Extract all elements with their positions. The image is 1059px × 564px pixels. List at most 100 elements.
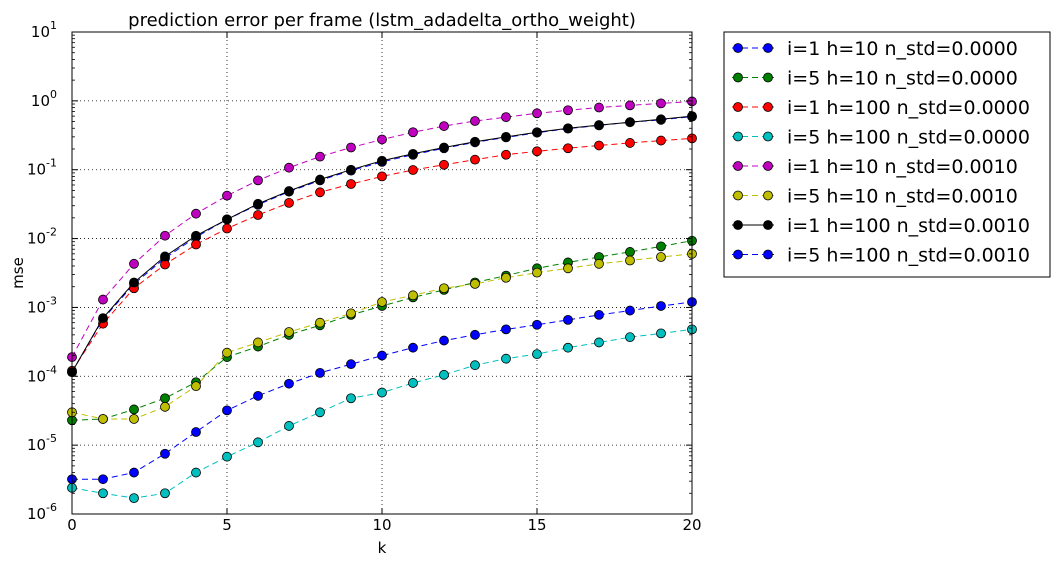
data-point xyxy=(594,140,604,151)
data-point xyxy=(160,448,170,459)
data-point xyxy=(408,290,418,301)
data-point xyxy=(129,404,139,415)
data-point xyxy=(408,165,418,175)
data-point xyxy=(532,319,542,330)
legend-label: i=1 h=100 n_std=0.0000 xyxy=(787,97,1030,119)
data-point xyxy=(284,421,294,431)
data-point xyxy=(377,155,387,166)
data-point xyxy=(563,342,573,353)
legend-marker xyxy=(763,190,773,201)
data-point xyxy=(191,427,201,437)
data-point xyxy=(346,164,356,175)
data-point xyxy=(253,437,263,448)
data-point xyxy=(563,123,573,134)
data-point xyxy=(594,309,604,320)
plot-series xyxy=(67,96,697,504)
legend-marker xyxy=(733,131,743,142)
data-point xyxy=(439,142,449,153)
data-point xyxy=(408,127,418,138)
data-point xyxy=(470,360,480,371)
data-point xyxy=(439,283,449,294)
data-point xyxy=(594,120,604,130)
data-point xyxy=(594,102,604,113)
legend-label: i=5 h=100 n_std=0.0010 xyxy=(787,245,1030,267)
legend-marker xyxy=(733,43,743,53)
data-point xyxy=(346,393,356,404)
legend-label: i=5 h=100 n_std=0.0000 xyxy=(787,127,1030,149)
data-point xyxy=(191,208,201,219)
data-point xyxy=(532,267,542,278)
legend-label: i=1 h=10 n_std=0.0010 xyxy=(787,156,1018,178)
x-tick-label: 20 xyxy=(682,516,701,534)
data-point xyxy=(191,239,201,250)
series-line xyxy=(71,137,693,372)
series-line xyxy=(71,116,693,373)
data-point xyxy=(222,405,232,416)
data-point xyxy=(439,121,449,131)
data-point xyxy=(501,131,511,142)
data-point xyxy=(656,135,666,146)
data-point xyxy=(377,171,387,182)
data-point xyxy=(563,314,573,325)
legend-label: i=1 h=10 n_std=0.0000 xyxy=(787,38,1018,60)
data-point xyxy=(656,328,666,339)
data-point xyxy=(656,241,666,252)
data-point xyxy=(222,214,232,225)
legend-marker xyxy=(733,190,743,201)
chart-title: prediction error per frame (lstm_adadelt… xyxy=(128,10,636,31)
data-point xyxy=(129,277,139,288)
data-point xyxy=(501,112,511,123)
data-point xyxy=(222,347,232,358)
legend-marker xyxy=(733,102,743,112)
data-point xyxy=(532,108,542,119)
data-point xyxy=(346,179,356,189)
data-point xyxy=(563,105,573,116)
data-point xyxy=(594,258,604,269)
data-point xyxy=(129,467,139,478)
legend-marker xyxy=(763,161,773,171)
data-point xyxy=(470,136,480,147)
data-point xyxy=(625,117,635,128)
legend-box xyxy=(723,31,1051,278)
data-point xyxy=(377,350,387,361)
data-point xyxy=(501,353,511,364)
legend-marker xyxy=(763,131,773,142)
legend-marker xyxy=(733,249,743,260)
data-point xyxy=(253,210,263,220)
legend: i=1 h=10 n_std=0.0000 i=5 h=10 n_std=0.00… xyxy=(723,31,1051,278)
data-point xyxy=(563,263,573,274)
data-point xyxy=(501,272,511,283)
data-point xyxy=(563,143,573,154)
data-point xyxy=(501,324,511,335)
data-point xyxy=(129,493,139,504)
data-point xyxy=(284,327,294,337)
data-point xyxy=(98,488,108,499)
data-point xyxy=(625,138,635,148)
data-point xyxy=(377,387,387,398)
data-point xyxy=(377,134,387,145)
data-point xyxy=(408,148,418,159)
data-point xyxy=(656,301,666,311)
data-point xyxy=(625,332,635,343)
data-point xyxy=(470,278,480,289)
data-point xyxy=(160,393,170,404)
data-point xyxy=(315,367,325,378)
legend-label: i=5 h=10 n_std=0.0000 xyxy=(787,68,1018,90)
data-point xyxy=(532,127,542,138)
y-tick-label: 10-6 xyxy=(27,501,57,523)
data-point xyxy=(222,451,232,462)
data-point xyxy=(284,186,294,196)
data-point xyxy=(191,381,201,392)
y-tick-label: 100 xyxy=(31,88,57,110)
data-point xyxy=(346,308,356,319)
data-point xyxy=(656,98,666,109)
data-point xyxy=(408,342,418,353)
data-point xyxy=(377,297,387,307)
data-point xyxy=(253,337,263,348)
y-tick-label: 10-4 xyxy=(27,363,57,385)
data-point xyxy=(439,335,449,346)
x-tick-label: 5 xyxy=(222,516,232,534)
data-point xyxy=(346,359,356,370)
data-point xyxy=(470,116,480,126)
data-point xyxy=(253,390,263,401)
